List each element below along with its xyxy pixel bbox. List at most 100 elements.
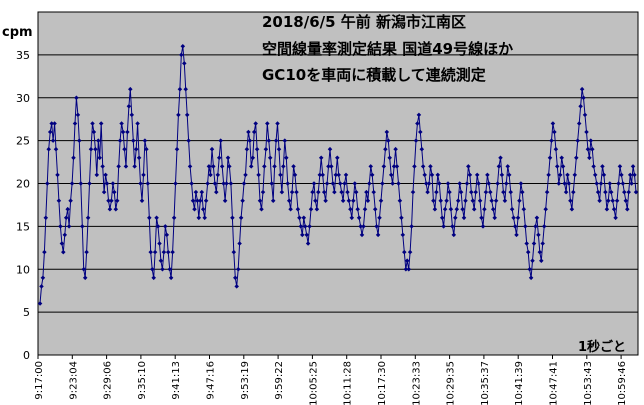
chart-title-line-1: 2018/6/5 午前 新潟市江南区 xyxy=(262,13,466,31)
data-point xyxy=(160,266,165,272)
chart-title-line-2: 空間線量率測定結果 国道49号線ほか xyxy=(262,40,513,58)
data-point xyxy=(467,172,473,178)
data-point xyxy=(107,206,113,212)
data-point xyxy=(104,181,110,186)
data-point xyxy=(335,155,340,161)
y-tick-label: 20 xyxy=(16,178,30,191)
data-point xyxy=(284,155,289,161)
data-point xyxy=(112,189,117,195)
data-point xyxy=(362,206,368,212)
data-point xyxy=(254,146,260,152)
data-point xyxy=(313,198,318,203)
data-point xyxy=(259,206,264,212)
data-point xyxy=(122,146,127,152)
data-point xyxy=(349,215,355,221)
data-point xyxy=(409,224,414,229)
data-point xyxy=(418,129,423,135)
y-tick-label: 30 xyxy=(16,92,30,105)
x-tick-label: 10:29:35 xyxy=(446,361,457,405)
data-point xyxy=(365,198,371,203)
data-point xyxy=(316,189,321,195)
y-tick-label: 15 xyxy=(16,220,30,233)
data-point xyxy=(125,129,130,135)
data-point xyxy=(56,198,62,203)
data-point xyxy=(402,249,407,255)
data-point xyxy=(327,146,333,152)
data-point xyxy=(463,198,468,203)
data-point xyxy=(286,198,292,203)
data-point xyxy=(85,215,91,221)
data-point xyxy=(450,224,455,229)
data-point xyxy=(343,172,349,178)
data-point xyxy=(304,232,309,238)
data-point xyxy=(375,232,381,238)
data-point xyxy=(454,206,460,212)
data-point xyxy=(591,164,596,169)
data-point xyxy=(485,172,490,178)
x-tick-label: 9:41:13 xyxy=(171,361,182,400)
data-point xyxy=(346,198,352,203)
data-point xyxy=(266,138,272,143)
data-point xyxy=(282,138,288,143)
x-tick-label: 10:23:33 xyxy=(411,361,422,405)
data-point xyxy=(477,198,483,203)
data-point xyxy=(317,172,323,178)
x-tick-label: 9:53:19 xyxy=(240,361,251,400)
x-tick-label: 10:05:25 xyxy=(308,361,319,405)
data-point xyxy=(66,224,72,229)
data-point xyxy=(126,104,132,109)
data-point xyxy=(97,155,102,161)
data-point xyxy=(431,198,436,203)
data-point xyxy=(167,266,173,272)
data-point xyxy=(182,61,187,66)
data-point xyxy=(270,198,276,203)
data-point xyxy=(400,232,406,238)
data-point xyxy=(308,206,314,212)
data-point xyxy=(527,266,532,272)
data-point xyxy=(295,206,301,212)
y-axis-label: cpm xyxy=(2,25,33,40)
data-point xyxy=(351,198,356,203)
data-point xyxy=(88,146,94,152)
data-point xyxy=(486,181,492,186)
data-point xyxy=(298,224,304,229)
data-point xyxy=(300,232,305,238)
data-point xyxy=(441,224,446,229)
data-point xyxy=(55,172,60,178)
data-point xyxy=(103,172,108,178)
data-point xyxy=(42,249,47,255)
data-point xyxy=(98,121,104,126)
x-tick-label: 10:59:46 xyxy=(617,361,628,405)
data-point xyxy=(488,189,493,195)
data-point xyxy=(248,164,254,169)
data-point xyxy=(378,198,384,203)
data-point xyxy=(253,121,258,126)
data-point xyxy=(355,206,360,212)
x-tick-label: 9:35:10 xyxy=(137,361,148,400)
x-axis-ticks: 9:17:00 9:23:04 9:29:06 9:35:10 9:41:13 9:47:… xyxy=(34,355,628,405)
data-point xyxy=(419,146,425,152)
data-point xyxy=(63,215,69,221)
data-point xyxy=(429,172,435,178)
data-point xyxy=(150,266,155,272)
data-point xyxy=(59,241,65,246)
data-point xyxy=(388,172,394,178)
x-tick-label: 9:23:04 xyxy=(68,361,79,400)
data-point xyxy=(90,121,95,126)
data-point xyxy=(372,206,378,212)
data-point xyxy=(368,164,373,169)
data-point xyxy=(265,121,270,126)
data-point xyxy=(359,232,365,238)
data-point xyxy=(52,121,57,126)
data-point xyxy=(448,206,454,212)
data-point xyxy=(422,172,427,178)
data-point xyxy=(432,206,438,212)
data-point xyxy=(106,198,111,203)
data-point xyxy=(435,172,441,178)
data-point xyxy=(460,206,465,212)
data-point xyxy=(257,198,263,203)
data-point xyxy=(438,198,443,203)
data-point xyxy=(49,121,54,126)
data-point xyxy=(37,301,43,306)
